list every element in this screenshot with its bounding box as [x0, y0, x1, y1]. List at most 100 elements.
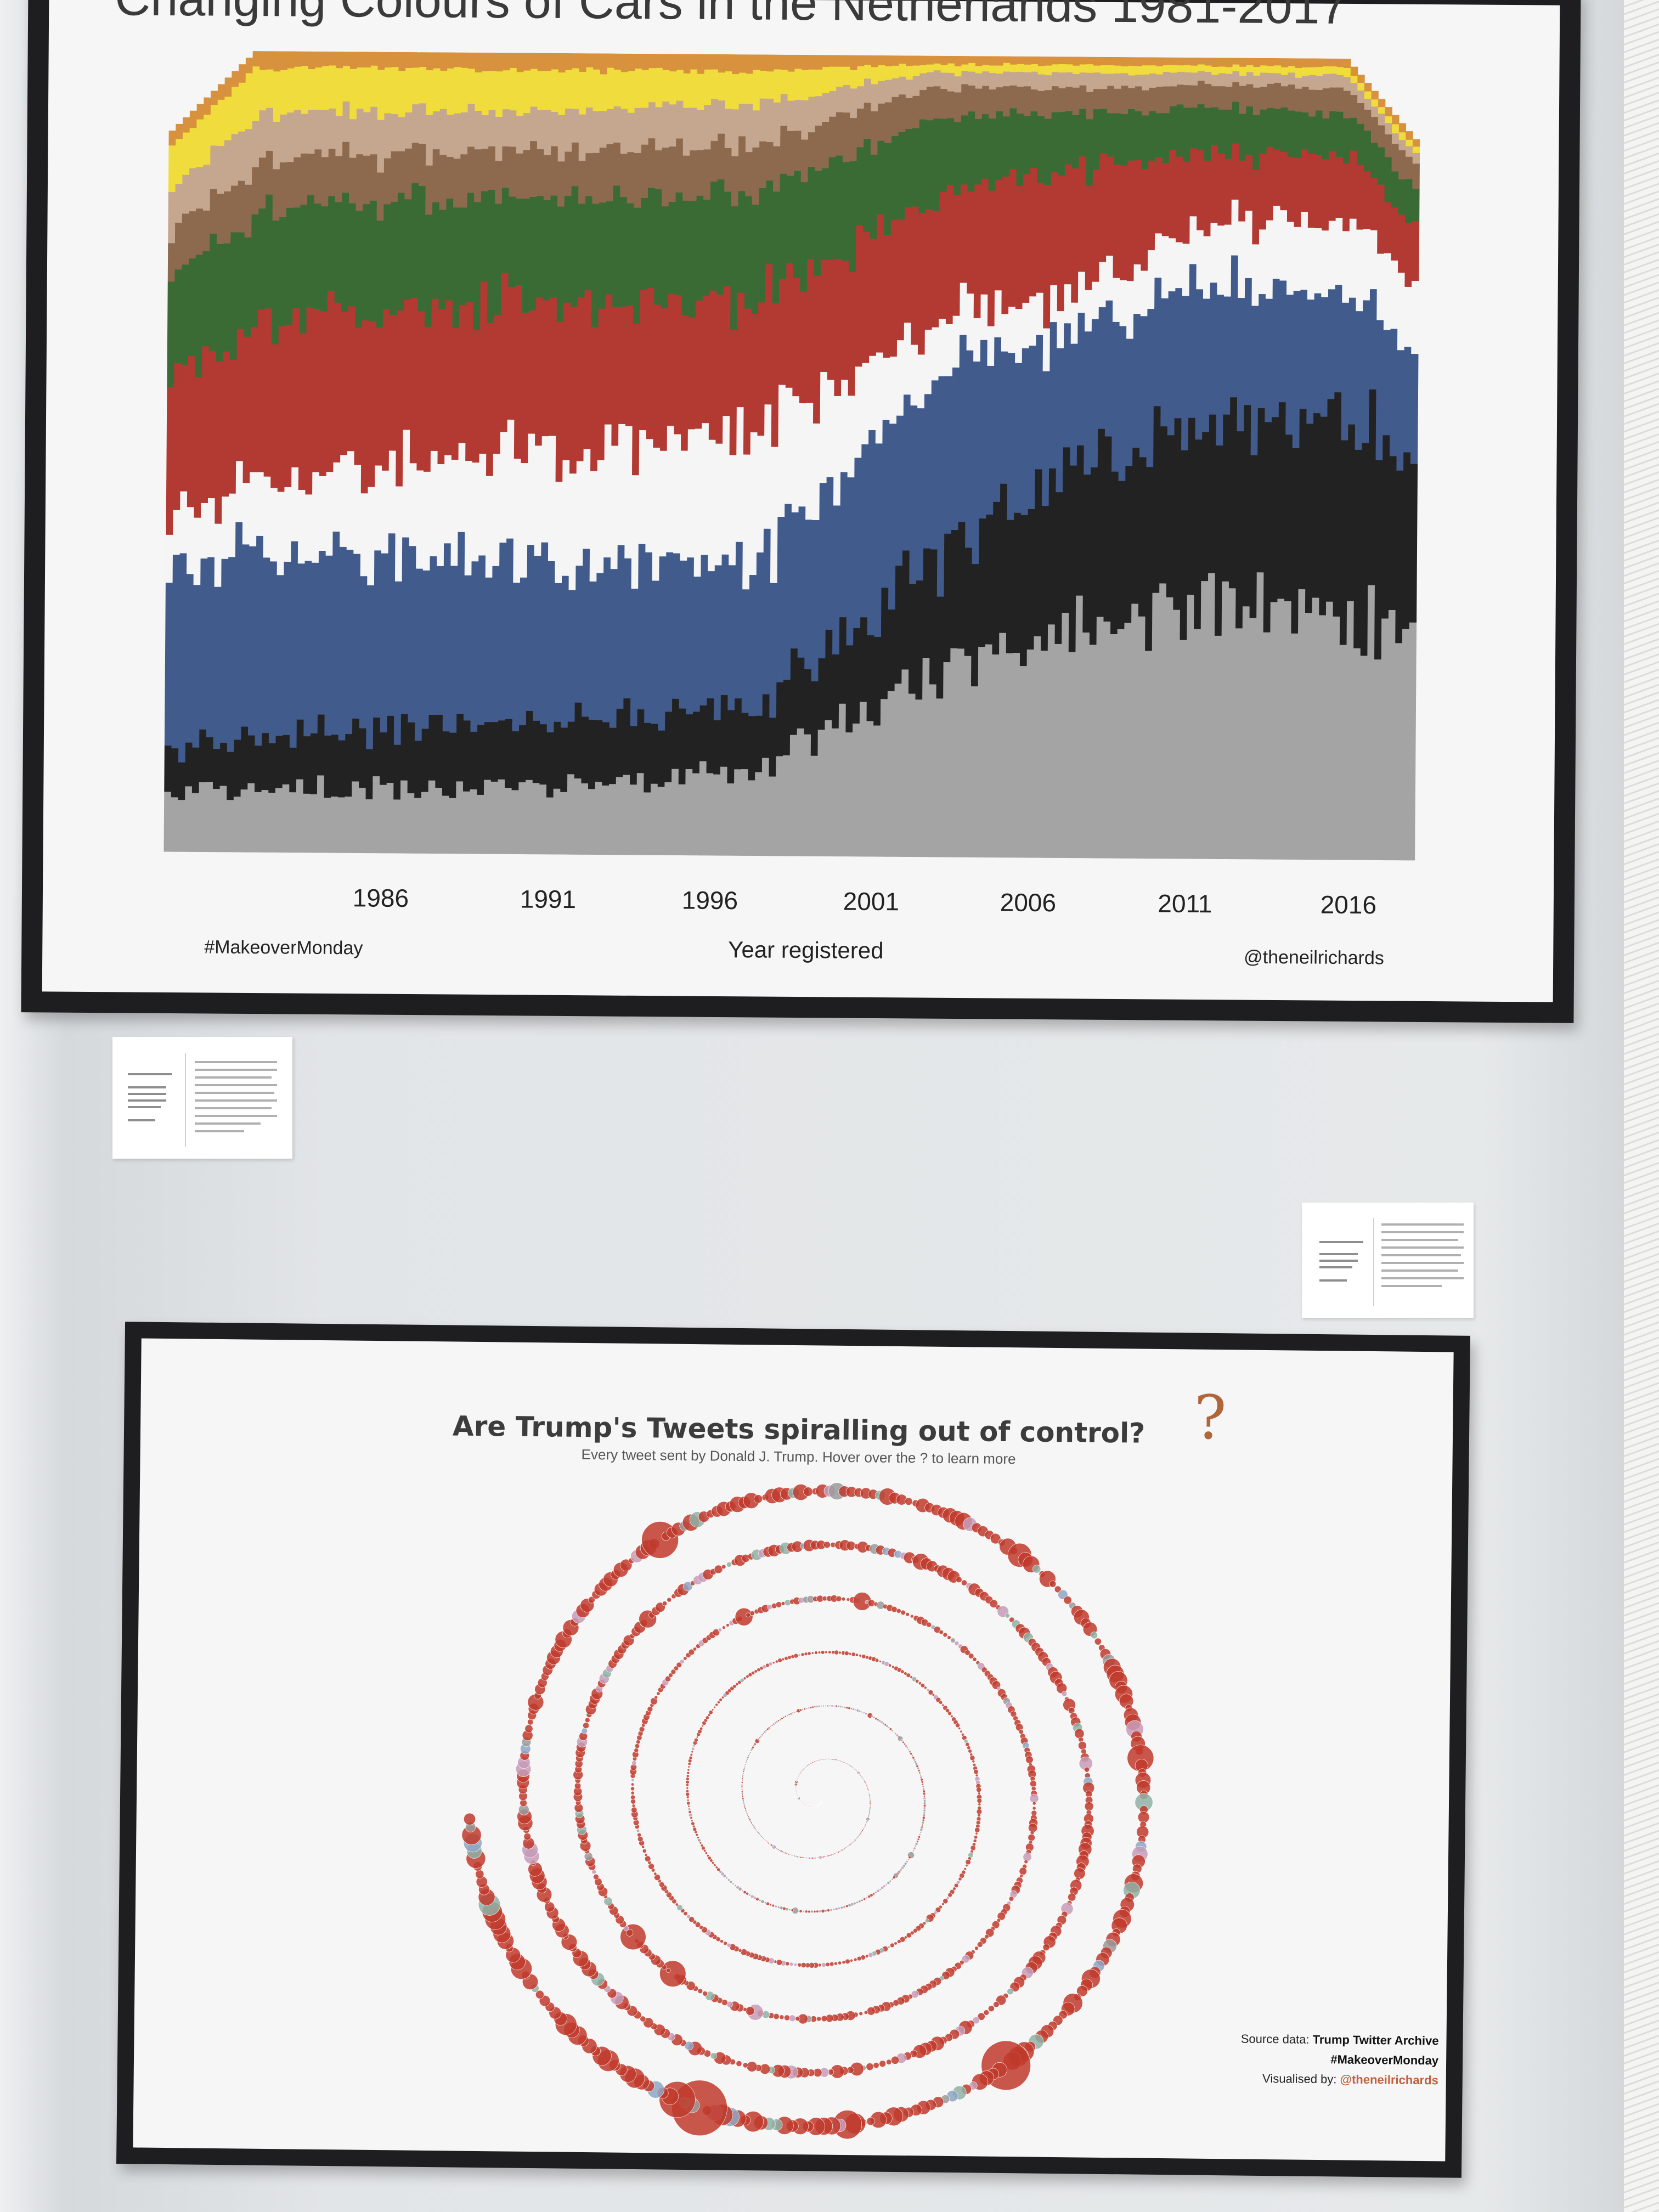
tweet-bubble[interactable]: [808, 1910, 811, 1914]
tweet-bubble[interactable]: [581, 1728, 588, 1734]
tweet-bubble[interactable]: [691, 1750, 693, 1753]
tweet-bubble[interactable]: [1030, 1780, 1037, 1787]
tweet-bubble[interactable]: [888, 1726, 890, 1729]
tweet-bubble[interactable]: [816, 1857, 819, 1859]
tweet-bubble[interactable]: [718, 1628, 722, 1632]
tweet-bubble[interactable]: [891, 1878, 894, 1881]
tweet-bubble[interactable]: [867, 2007, 876, 2016]
tweet-bubble[interactable]: [782, 1716, 785, 1719]
tweet-bubble[interactable]: [891, 2056, 900, 2064]
tweet-bubble[interactable]: [742, 1770, 745, 1773]
tweet-bubble[interactable]: [758, 1832, 760, 1835]
tweet-bubble[interactable]: [900, 1739, 904, 1742]
tweet-bubble[interactable]: [766, 1901, 770, 1906]
tweet-bubble[interactable]: [647, 1706, 653, 1712]
tweet-bubble[interactable]: [803, 1707, 806, 1711]
tweet-bubble[interactable]: [954, 1641, 960, 1646]
tweet-bubble[interactable]: [856, 1901, 859, 1904]
tweet-bubble[interactable]: [864, 2010, 868, 2015]
tweet-bubble[interactable]: [845, 1904, 849, 1908]
tweet-bubble[interactable]: [798, 1654, 801, 1657]
tweet-bubble[interactable]: [960, 1730, 963, 1733]
tweet-bubble[interactable]: [923, 1809, 926, 1812]
tweet-bubble[interactable]: [816, 2016, 822, 2022]
tweet-bubble[interactable]: [826, 1705, 829, 1707]
tweet-bubble[interactable]: [535, 1990, 544, 1999]
tweet-bubble[interactable]: [704, 1852, 708, 1855]
tweet-bubble[interactable]: [911, 1754, 913, 1757]
tweet-bubble[interactable]: [726, 1943, 731, 1948]
tweet-bubble[interactable]: [965, 1742, 970, 1747]
tweet-bubble[interactable]: [943, 1632, 948, 1638]
tweet-bubble[interactable]: [835, 1705, 838, 1708]
tweet-bubble[interactable]: [696, 1836, 699, 1839]
tweet-bubble[interactable]: [941, 1703, 945, 1707]
tweet-bubble[interactable]: [972, 2017, 980, 2024]
tweet-bubble[interactable]: [856, 1956, 862, 1961]
tweet-bubble[interactable]: [793, 1855, 795, 1857]
tweet-bubble[interactable]: [968, 1653, 974, 1659]
tweet-bubble[interactable]: [885, 1725, 889, 1728]
tweet-bubble[interactable]: [740, 1678, 744, 1683]
tweet-bubble[interactable]: [626, 1929, 634, 1937]
tweet-bubble[interactable]: [792, 1854, 794, 1857]
tweet-bubble[interactable]: [820, 1705, 822, 1707]
tweet-bubble[interactable]: [922, 1816, 926, 1820]
tweet-bubble[interactable]: [781, 1717, 783, 1720]
tweet-bubble[interactable]: [805, 1707, 808, 1709]
tweet-bubble[interactable]: [743, 1804, 746, 1807]
tweet-bubble[interactable]: [836, 1595, 842, 1602]
tweet-bubble[interactable]: [842, 1960, 846, 1965]
tweet-bubble[interactable]: [837, 1705, 840, 1708]
tweet-bubble[interactable]: [691, 1821, 695, 1826]
tweet-bubble[interactable]: [845, 1959, 850, 1965]
tweet-bubble[interactable]: [863, 1898, 866, 1900]
tweet-bubble[interactable]: [793, 1653, 799, 1658]
tweet-bubble[interactable]: [746, 1612, 751, 1618]
tweet-bubble[interactable]: [765, 1729, 768, 1732]
tweet-bubble[interactable]: [896, 1608, 901, 1613]
tweet-bubble[interactable]: [686, 1789, 689, 1793]
tweet-bubble[interactable]: [997, 1912, 1006, 1921]
tweet-bubble[interactable]: [817, 1651, 821, 1654]
tweet-bubble[interactable]: [918, 1833, 921, 1836]
tweet-bubble[interactable]: [771, 1724, 774, 1726]
tweet-bubble[interactable]: [774, 1722, 776, 1724]
tweet-bubble[interactable]: [1019, 1867, 1027, 1875]
tweet-bubble[interactable]: [923, 1802, 927, 1805]
tweet-bubble[interactable]: [690, 1753, 693, 1757]
tweet-bubble[interactable]: [919, 1831, 922, 1833]
tweet-bubble[interactable]: [776, 1847, 778, 1850]
tweet-bubble[interactable]: [705, 1716, 709, 1720]
tweet-bubble[interactable]: [743, 1805, 746, 1808]
tweet-bubble[interactable]: [871, 1715, 873, 1718]
tweet-bubble[interactable]: [748, 1819, 751, 1821]
tweet-bubble[interactable]: [775, 1601, 782, 1608]
tweet-bubble[interactable]: [691, 1819, 693, 1822]
tweet-bubble[interactable]: [644, 1853, 648, 1857]
tweet-bubble[interactable]: [744, 1809, 747, 1812]
tweet-bubble[interactable]: [726, 1561, 732, 1567]
tweet-bubble[interactable]: [958, 1877, 962, 1881]
tweet-bubble[interactable]: [810, 1910, 814, 1914]
tweet-bubble[interactable]: [918, 1836, 921, 1838]
tweet-bubble[interactable]: [843, 1905, 846, 1909]
tweet-bubble[interactable]: [794, 1711, 796, 1713]
tweet-bubble[interactable]: [890, 1943, 895, 1948]
tweet-bubble[interactable]: [675, 1903, 679, 1906]
tweet-bubble[interactable]: [908, 1855, 911, 1859]
tweet-bubble[interactable]: [946, 1896, 950, 1900]
tweet-bubble[interactable]: [787, 1853, 789, 1855]
tweet-bubble[interactable]: [788, 1713, 791, 1716]
tweet-bubble[interactable]: [743, 1767, 746, 1769]
tweet-bubble[interactable]: [880, 1720, 883, 1724]
tweet-bubble[interactable]: [1090, 1632, 1098, 1639]
tweet-bubble[interactable]: [667, 1597, 672, 1602]
tweet-bubble[interactable]: [654, 1695, 658, 1700]
tweet-bubble[interactable]: [648, 1863, 654, 1870]
tweet-bubble[interactable]: [692, 1647, 697, 1651]
tweet-bubble[interactable]: [799, 1708, 802, 1712]
tweet-bubble[interactable]: [817, 1857, 820, 1859]
tweet-bubble[interactable]: [746, 1674, 749, 1679]
tweet-bubble[interactable]: [770, 1844, 772, 1847]
